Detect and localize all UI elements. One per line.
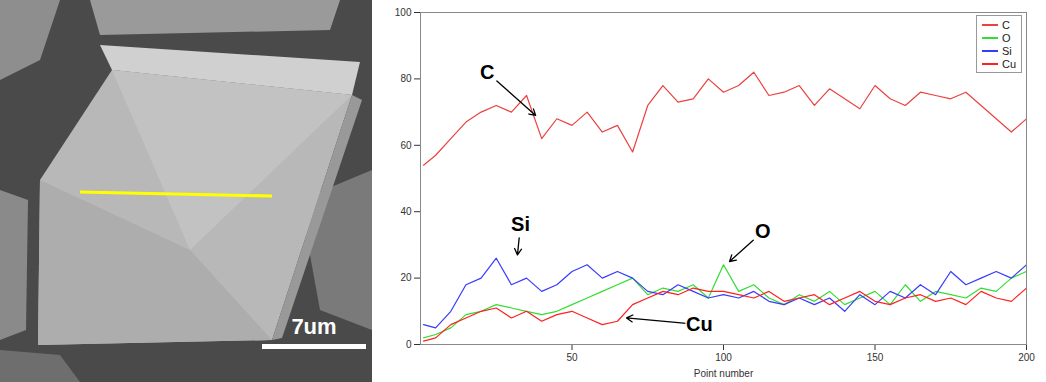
svg-text:20: 20 — [400, 272, 412, 283]
svg-text:O: O — [755, 220, 771, 242]
svg-text:100: 100 — [395, 7, 412, 18]
html-text:O: O — [1001, 31, 1011, 44]
svg-text:150: 150 — [867, 352, 884, 363]
svg-text:80: 80 — [400, 73, 412, 84]
svg-text:0: 0 — [406, 339, 412, 350]
svg-text:100: 100 — [715, 352, 732, 363]
html-text:Si: Si — [1001, 44, 1012, 57]
svg-text:7um: 7um — [291, 314, 336, 339]
svg-text:Cu: Cu — [686, 313, 713, 335]
svg-text:200: 200 — [1018, 352, 1035, 363]
svg-text:60: 60 — [400, 140, 412, 151]
svg-text:50: 50 — [566, 352, 578, 363]
svg-text:Si: Si — [511, 213, 530, 235]
html-text:Cu: Cu — [1001, 57, 1016, 70]
svg-text:40: 40 — [400, 206, 412, 217]
svg-text:Point number: Point number — [694, 368, 754, 379]
svg-text:C: C — [480, 61, 494, 83]
html-text:C: C — [1001, 18, 1010, 31]
